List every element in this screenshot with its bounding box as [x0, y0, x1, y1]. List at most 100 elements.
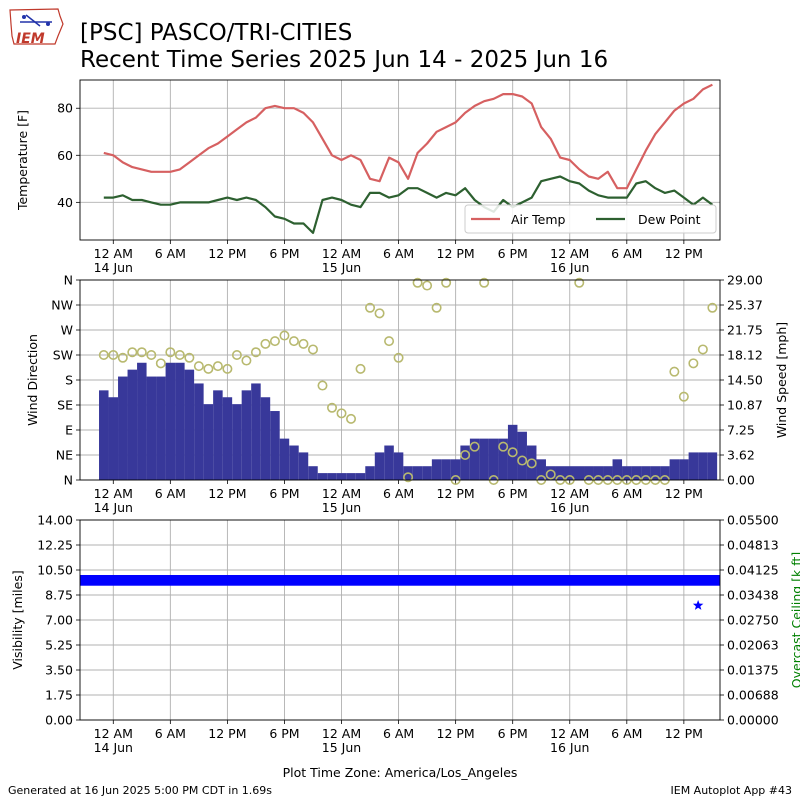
wind-xtick-label: 6 AM — [611, 486, 642, 501]
logo-map-dot — [22, 15, 26, 19]
wind-dir-tick-label: NW — [51, 298, 73, 313]
wind-dir-marker — [669, 366, 680, 377]
wind-speed-bar — [260, 397, 271, 480]
wind-speed-bar — [526, 445, 537, 480]
vis-date-label: 16 Jun — [550, 740, 589, 755]
wind-speed-bar — [441, 459, 451, 480]
wind-dir-marker — [545, 469, 556, 480]
wind-dir-marker — [384, 336, 395, 347]
wind-speed-bar — [488, 438, 499, 480]
ceiling-tick-label: 0.02750 — [727, 613, 779, 628]
wind-dir-marker — [231, 349, 242, 360]
wind-speed-bar — [498, 438, 508, 480]
vis-xtick-label: 12 AM — [550, 726, 589, 741]
wind-dir-marker — [260, 338, 271, 349]
wind-speed-bar — [298, 452, 309, 480]
wind-dir-tick-label: S — [65, 373, 73, 388]
temp-xtick-label: 6 AM — [155, 246, 186, 261]
vis-tick-label: 12.25 — [37, 538, 73, 553]
vis-tick-label: 0.00 — [45, 713, 73, 728]
temp-ytick-label: 60 — [57, 148, 73, 163]
ceiling-tick-label: 0.04125 — [727, 563, 779, 578]
temp-xtick-label: 12 PM — [437, 246, 475, 261]
iem-logo: IEM — [9, 8, 64, 47]
wind-dir-marker — [98, 349, 109, 360]
visibility-band — [80, 575, 720, 586]
wind-dir-marker — [422, 280, 433, 291]
wind-speed-bar — [641, 466, 651, 480]
wind-speed-bar — [593, 466, 604, 480]
wind-dir-marker — [250, 347, 261, 358]
wind-dir-marker — [697, 344, 708, 355]
wind-speed-bar — [165, 362, 176, 480]
wind-dir-marker — [184, 352, 195, 363]
wind-speed-bar — [336, 473, 347, 480]
wind-dir-marker — [174, 349, 185, 360]
temp-frame — [79, 79, 721, 241]
wind-xtick-label: 12 PM — [665, 486, 703, 501]
wind-dir-tick-label: E — [65, 423, 73, 438]
wind-dir-marker — [165, 347, 176, 358]
temp-xtick-label: 6 PM — [269, 246, 299, 261]
vis-xtick-label: 12 PM — [665, 726, 703, 741]
temp-ytick-label: 80 — [57, 101, 73, 116]
wind-speed-bar — [707, 452, 718, 480]
wind-speed-ylabel: Wind Speed [mph] — [774, 322, 789, 438]
wind-xtick-label: 12 AM — [550, 486, 589, 501]
dew-point-line — [103, 175, 714, 234]
wind-speed-bar — [213, 390, 223, 480]
temp-xtick-label: 6 AM — [611, 246, 642, 261]
wind-speed-bar — [384, 445, 394, 480]
wind-xtick-label: 6 AM — [383, 486, 414, 501]
page-title-line1: [PSC] PASCO/TRI-CITIES — [80, 20, 352, 46]
wind-speed-bar — [393, 452, 404, 480]
vis-frame — [79, 519, 721, 721]
ceiling-tick-label: 0.05500 — [727, 513, 779, 528]
wind-dir-tick-label: SE — [57, 398, 73, 413]
wind-dir-marker — [146, 349, 157, 360]
wind-speed-bar — [679, 459, 689, 480]
wind-dir-marker — [288, 336, 299, 347]
wind-dir-tick-label: SW — [53, 348, 73, 363]
visibility-panel: 12 AM 6 AM 12 PM 6 PM 12 AM 6 AM 12 PM 6 PM 12 A… — [10, 513, 800, 756]
generated-footer: Generated at 16 Jun 2025 5:00 PM CDT in … — [8, 784, 272, 797]
vis-tick-label: 3.50 — [45, 663, 73, 678]
wind-dir-marker — [307, 344, 318, 355]
logo-map-dot-2 — [46, 22, 50, 26]
legend-dew-point-label: Dew Point — [638, 212, 701, 227]
vis-tick-label: 14.00 — [37, 513, 73, 528]
wind-speed-bar — [460, 445, 470, 480]
vis-tick-label: 5.25 — [45, 638, 73, 653]
wind-speed-bar — [545, 466, 556, 480]
wind-speed-bar — [346, 473, 356, 480]
wind-speed-bar — [555, 466, 565, 480]
wind-speed-bar — [612, 459, 623, 480]
wind-speed-bar — [603, 466, 613, 480]
wind-speed-bar — [622, 466, 632, 480]
wind-dir-marker — [374, 308, 385, 319]
wind-speed-bar — [450, 459, 461, 480]
wind-dir-marker — [678, 391, 689, 402]
temp-xtick-label: 6 PM — [498, 246, 528, 261]
wind-speed-bar — [507, 424, 518, 480]
wind-speed-bar — [584, 466, 594, 480]
ceiling-tick-label: 0.01375 — [727, 663, 779, 678]
page-title-line2: Recent Time Series 2025 Jun 14 - 2025 Ju… — [80, 47, 608, 73]
wind-speed-tick-label: 10.87 — [727, 398, 763, 413]
temp-xtick-label: 6 AM — [383, 246, 414, 261]
wind-speed-bar — [270, 411, 280, 480]
vis-tick-label: 1.75 — [45, 688, 73, 703]
wind-speed-bar — [574, 466, 585, 480]
wind-speed-tick-label: 3.62 — [727, 448, 755, 463]
vis-xtick-label: 6 PM — [498, 726, 528, 741]
app-footer: IEM Autoplot App #43 — [671, 784, 793, 797]
wind-dir-marker — [269, 336, 280, 347]
wind-panel: 12 AM 6 AM 12 PM 6 PM 12 AM 6 AM 12 PM 6 PM 12 A… — [25, 273, 789, 516]
vis-date-label: 15 Jun — [322, 740, 361, 755]
wind-frame — [79, 279, 721, 481]
wind-date-label: 15 Jun — [322, 500, 361, 515]
wind-dir-marker — [479, 277, 490, 288]
wind-dir-marker — [327, 402, 338, 413]
wind-speed-bar — [422, 466, 432, 480]
wind-speed-bar — [365, 466, 375, 480]
